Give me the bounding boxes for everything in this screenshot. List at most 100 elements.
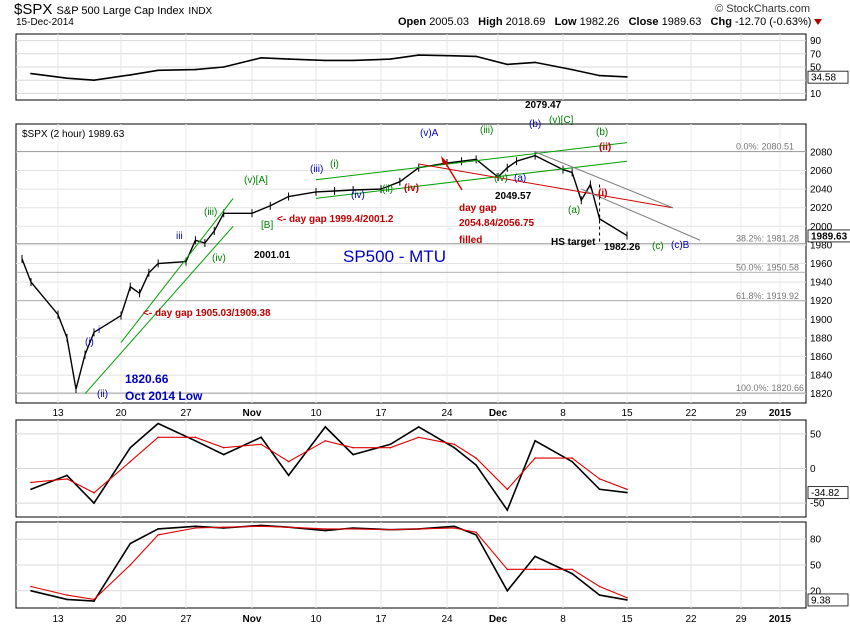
data-point: [453, 525, 456, 528]
y-tick-label: 1900: [810, 315, 833, 326]
wave-annotation: iii: [176, 231, 183, 242]
data-point: [66, 77, 68, 79]
data-point: [598, 74, 601, 77]
chg-value: -12.70 (-0.63%): [735, 16, 812, 28]
wave-annotation: (b): [596, 127, 608, 138]
wave-annotation: (iv): [494, 173, 508, 184]
high-value: 2018.69: [505, 16, 546, 28]
data-point: [66, 594, 68, 596]
data-point: [453, 443, 456, 446]
data-point: [287, 526, 290, 528]
ticker-title: $SPX S&P 500 Large Cap Index INDX: [14, 1, 212, 18]
fib-level-label: 100.0%: 1820.66: [736, 383, 804, 393]
series-line-2: [30, 525, 628, 600]
chart-title: SP500 - MTU: [343, 247, 446, 266]
x-tick-label: 2015: [769, 408, 792, 419]
data-point: [352, 453, 354, 456]
ticker-symbol: $SPX: [14, 1, 53, 18]
x-tick-label: 13: [52, 614, 64, 625]
y-tick-label: 2020: [810, 203, 833, 214]
wave-annotation: (ii): [599, 142, 611, 153]
series-line-2: [30, 436, 628, 494]
data-point: [129, 74, 132, 76]
data-point: [157, 534, 159, 536]
y-tick-label: 1820: [810, 389, 833, 400]
wave-annotation: (iii): [310, 164, 323, 175]
x-tick-label: Dec: [489, 408, 508, 419]
data-point: [506, 63, 509, 66]
data-point: [352, 446, 354, 449]
data-point: [598, 488, 601, 491]
y-tick-label: 1960: [810, 259, 833, 270]
data-point: [534, 61, 536, 64]
channel-line-upper-2: [315, 142, 628, 181]
x-tick-label: 29: [735, 614, 747, 625]
data-point: [260, 57, 262, 59]
wave-annotation: (a): [568, 205, 580, 216]
last-price-box: [807, 229, 850, 243]
chart-date: 15-Dec-2014: [16, 17, 74, 28]
data-point: [30, 72, 32, 75]
wave-annotation: (v)[A]: [244, 175, 268, 186]
data-point: [157, 436, 159, 439]
wave-annotation: 1982.26: [604, 242, 641, 253]
data-point: [389, 446, 392, 449]
channel-line-upper: [120, 198, 234, 343]
wave-annotation: 2054.84/2056.75: [459, 218, 535, 229]
y-tick-label: -50: [810, 499, 825, 510]
data-point: [475, 457, 477, 459]
data-point: [324, 440, 327, 442]
y-tick-label: 2040: [810, 185, 833, 196]
data-point: [260, 443, 262, 446]
x-tick-label: 24: [441, 614, 453, 625]
price-panel: 1820 1840 1860 1880 1900 1920 1940 1960 1980 2000…: [16, 100, 850, 403]
data-point: [324, 529, 327, 532]
data-point: [66, 474, 68, 477]
wave-annotation: filled: [459, 235, 482, 246]
y-tick-label: 1860: [810, 352, 833, 363]
data-point: [30, 488, 32, 491]
open-value: 2005.03: [429, 16, 469, 28]
y-tick-label: 2080: [810, 147, 833, 158]
wave-annotation: (c)B: [671, 240, 690, 251]
close-label: Close: [628, 16, 659, 28]
wave-annotation: (v)A: [420, 128, 439, 139]
data-point: [475, 534, 477, 536]
data-point: [157, 422, 159, 425]
x-tick-label: 15: [621, 408, 633, 419]
data-point: [222, 446, 225, 449]
y-tick-label: 1980: [810, 240, 833, 251]
open-label: Open: [398, 16, 427, 28]
x-tick-label: 17: [375, 408, 387, 419]
x-tick-label: 2015: [769, 614, 792, 625]
y-tick-label: 2060: [810, 166, 833, 177]
y-tick-label: 0: [810, 464, 816, 475]
low-value: 1982.26: [579, 16, 620, 28]
data-point: [93, 79, 95, 81]
low-label: Low: [554, 16, 577, 28]
x-tick-label: 27: [180, 408, 192, 419]
wave-annotation: (iv): [351, 190, 365, 201]
last-value-box: [807, 593, 849, 607]
main-legend: $SPX (2 hour) 1989.63: [22, 129, 125, 140]
data-point: [453, 446, 456, 449]
wave-annotation: day gap: [459, 203, 497, 214]
ohlc-bar: Open 2005.03 High 2018.69 Low 1982.26 Cl…: [398, 16, 823, 28]
series-line-1: [30, 54, 628, 82]
data-point: [506, 568, 509, 571]
data-point: [598, 478, 601, 480]
wave-annotation: <- day gap 1905.03/1909.38: [143, 308, 271, 319]
data-point: [352, 59, 354, 62]
wave-annotation: (i): [330, 159, 339, 170]
data-point: [129, 542, 132, 545]
x-tick-label: 29: [735, 408, 747, 419]
fib-level-label: 38.2%: 1981.28: [736, 234, 799, 244]
x-tick-label: 27: [180, 614, 192, 625]
x-tick-label: 10: [310, 408, 322, 419]
data-point: [506, 509, 509, 511]
x-tick-label: 20: [115, 408, 127, 419]
fib-level-label: 0.0%: 2080.51: [736, 141, 794, 151]
data-point: [194, 525, 197, 528]
x-tick-label: 24: [441, 408, 453, 419]
wave-annotation: 2049.57: [495, 191, 532, 202]
